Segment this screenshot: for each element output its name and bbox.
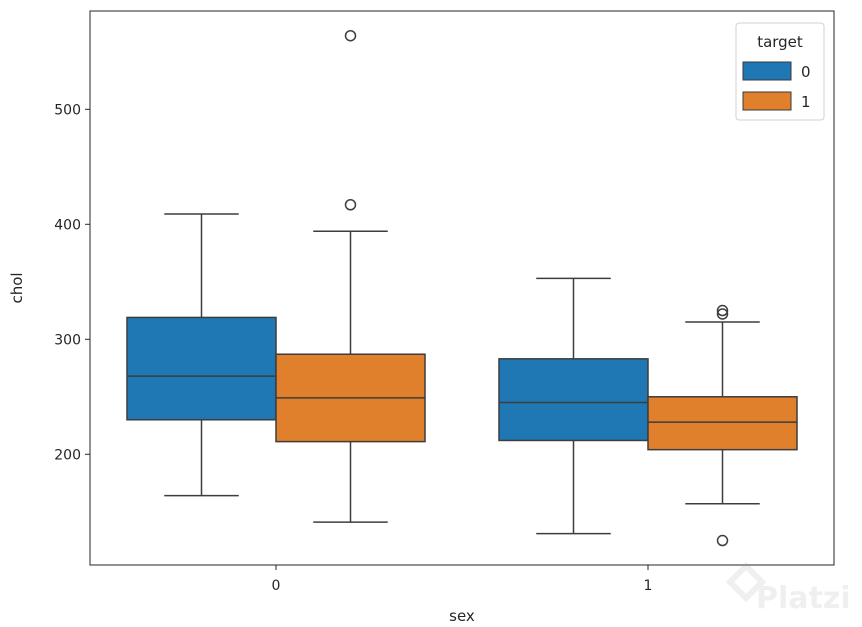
plot-area bbox=[89, 10, 835, 566]
legend-swatch-0 bbox=[742, 61, 792, 81]
legend-label-0: 0 bbox=[801, 63, 811, 81]
y-tick-label: 300 bbox=[54, 332, 81, 348]
legend-swatch-1 bbox=[742, 91, 792, 111]
y-tick-label: 500 bbox=[54, 102, 81, 118]
x-axis-label: sex bbox=[449, 607, 475, 625]
iqr-box bbox=[126, 316, 277, 421]
outlier-point bbox=[716, 534, 729, 547]
box-0-sex-0 bbox=[126, 213, 277, 497]
platzi-logo-icon bbox=[725, 561, 767, 603]
outlier-point bbox=[344, 199, 357, 211]
x-tick-label: 0 bbox=[272, 578, 281, 594]
box-1-sex-0 bbox=[275, 29, 426, 523]
legend: target 0 1 bbox=[735, 22, 825, 121]
y-axis-label: chol bbox=[8, 272, 26, 303]
iqr-box bbox=[647, 396, 798, 451]
outlier-point bbox=[344, 29, 357, 42]
outlier-point bbox=[716, 308, 729, 320]
iqr-box bbox=[498, 358, 649, 442]
y-tick-label: 400 bbox=[54, 217, 81, 233]
platzi-watermark: Platzi bbox=[725, 561, 851, 616]
legend-title: target bbox=[757, 33, 803, 51]
svg-text:Platzi: Platzi bbox=[756, 581, 851, 616]
outlier-point bbox=[716, 304, 729, 317]
x-tick-label: 1 bbox=[644, 578, 653, 594]
box-1-sex-1 bbox=[647, 304, 798, 547]
box-0-sex-1 bbox=[498, 277, 649, 535]
legend-label-1: 1 bbox=[801, 93, 811, 111]
y-tick-label: 200 bbox=[54, 447, 81, 463]
